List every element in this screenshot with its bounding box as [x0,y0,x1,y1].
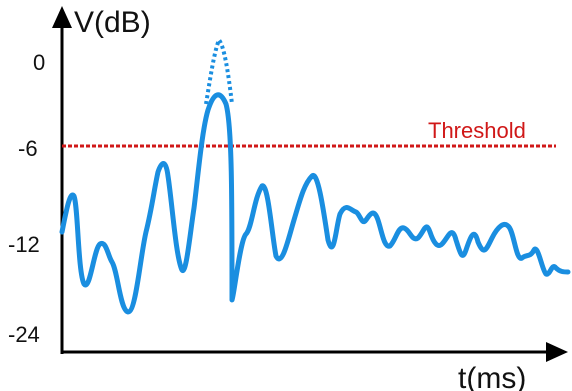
y-axis-arrowhead [52,6,72,28]
y-tick-label-minus-24: -24 [8,322,40,347]
signal-waveform [59,92,571,315]
threshold-label: Threshold [428,118,526,143]
clipped-peak-dotted [204,36,234,105]
y-axis-label: V(dB) [74,6,151,39]
x-axis-label: t(ms) [458,362,526,391]
y-tick-label-minus-12: -12 [8,232,40,257]
y-tick-label-0: 0 [33,50,45,75]
y-tick-labels: 0 -6 -12 -24 [8,50,45,347]
axes [52,6,568,362]
y-tick-label-minus-6: -6 [18,136,38,161]
x-axis-arrowhead [546,342,568,362]
